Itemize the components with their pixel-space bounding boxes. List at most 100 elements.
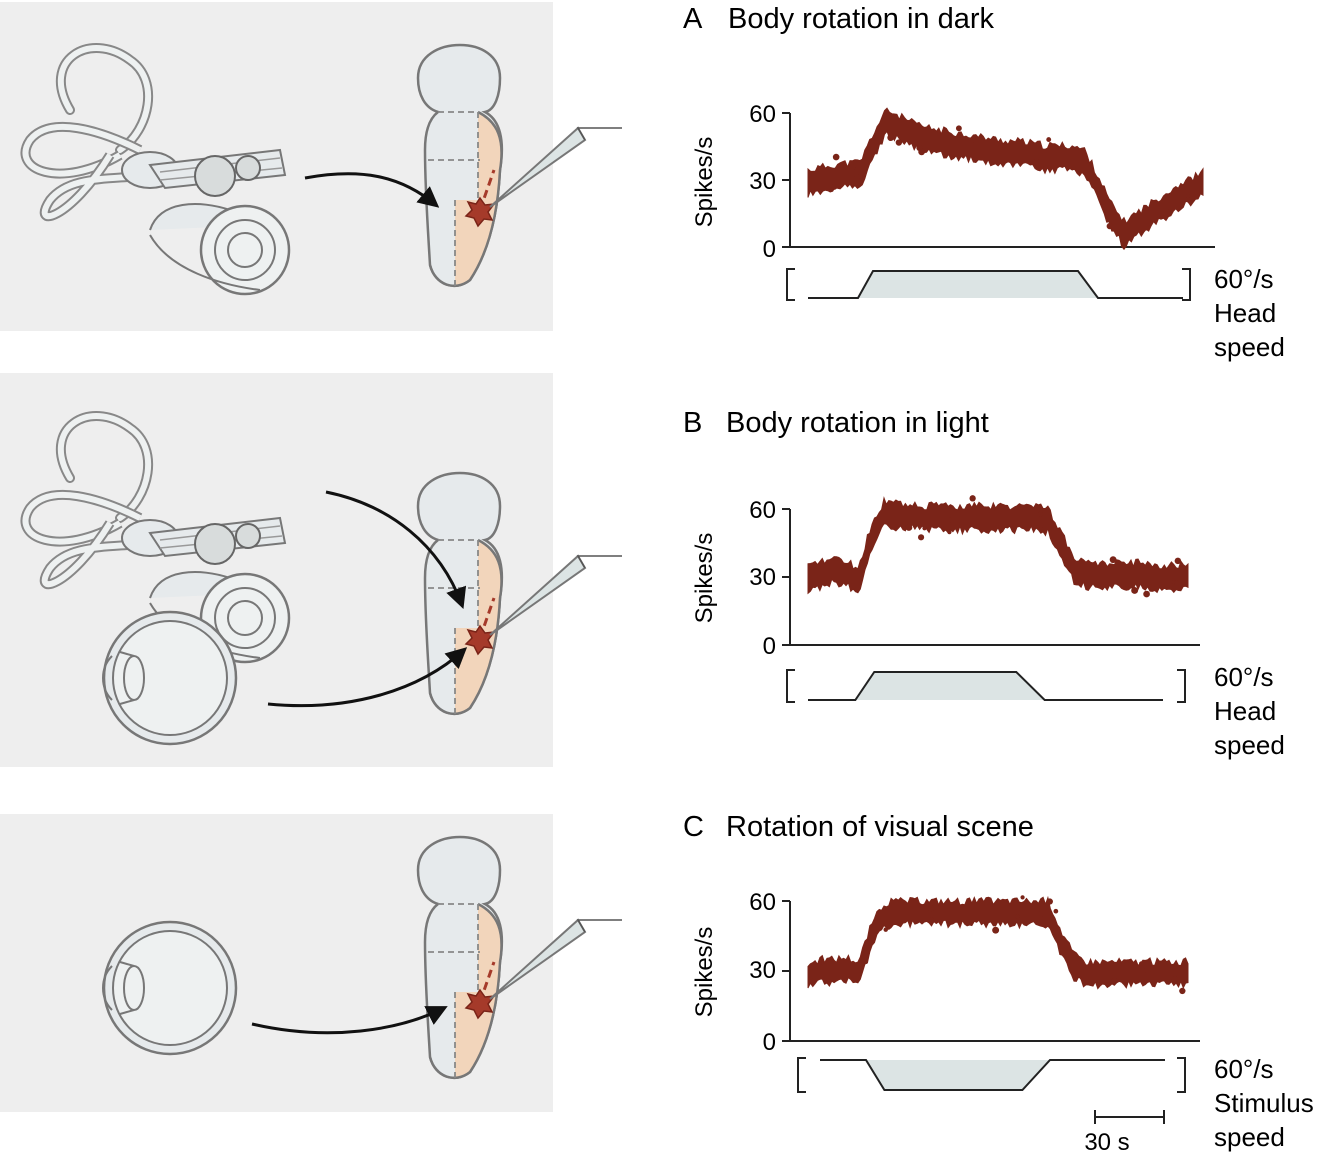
y-tick-30-b: 30 xyxy=(749,564,776,591)
vestibular-input-arrow-b xyxy=(325,490,467,609)
spike-dot xyxy=(1111,977,1118,984)
y-tick-0-a: 0 xyxy=(763,236,776,263)
spike-dot xyxy=(922,526,927,531)
panel-title-a: Body rotation in dark xyxy=(728,3,994,35)
spike-dot xyxy=(863,959,868,965)
spike-dot xyxy=(1033,158,1040,165)
spike-dot xyxy=(992,926,1000,934)
speed-label-line2-c: speed xyxy=(1214,1122,1285,1152)
spike-dot xyxy=(1131,586,1139,594)
plot-b: Spikes/s 60 30 0 60°/s Head speed xyxy=(691,495,1285,760)
spike-dot xyxy=(1015,914,1020,919)
spike-dot xyxy=(905,524,913,531)
panel-letter-c: C xyxy=(683,811,704,843)
stimulus-trace xyxy=(808,671,1163,701)
spike-dot xyxy=(1174,557,1182,565)
visual-input-arrow-c xyxy=(251,1006,448,1035)
y-axis-label-a: Spikes/s xyxy=(691,137,718,228)
y-tick-0-c: 0 xyxy=(763,1029,776,1056)
spike-dot xyxy=(831,183,838,190)
eye-b xyxy=(101,610,238,746)
spike-dot xyxy=(1013,505,1019,511)
panel-b: B Body rotation in light Spikes/s 60 30 … xyxy=(0,373,1285,767)
spike-dot xyxy=(832,153,840,161)
speed-value-c: 60°/s xyxy=(1214,1054,1274,1084)
spike-dot xyxy=(887,134,895,142)
scale-bar-label: 30 s xyxy=(1084,1129,1129,1156)
stimulus-area xyxy=(858,271,1098,298)
panel-title-c: Rotation of visual scene xyxy=(726,811,1034,843)
spike-dot xyxy=(848,164,856,171)
plot-c: Spikes/s 60 30 0 60°/s Stimulus speed 30… xyxy=(691,889,1314,1156)
vestibular-input-arrow-a xyxy=(304,172,440,208)
visual-input-arrow-b xyxy=(267,647,468,708)
stimulus-area xyxy=(866,1060,1050,1090)
spike-dot xyxy=(1144,966,1152,974)
spike-dot xyxy=(1001,142,1008,149)
panel-c: C Rotation of visual scene Spikes/s 60 3… xyxy=(0,811,1314,1156)
plot-a: Spikes/s 60 30 0 60°/s Head speed xyxy=(691,101,1285,362)
y-tick-60-c: 60 xyxy=(749,889,776,916)
speed-label-line1-b: Head xyxy=(1214,696,1276,726)
spike-dot xyxy=(971,137,977,143)
spike-dot xyxy=(848,174,856,182)
speed-value-b: 60°/s xyxy=(1214,662,1274,692)
spike-dot xyxy=(955,125,962,132)
spike-dot xyxy=(1053,908,1059,914)
scale-bracket-right xyxy=(1177,1057,1186,1093)
spike-dot xyxy=(857,173,863,179)
spike-dot xyxy=(1038,526,1043,532)
firing-rate-trace xyxy=(807,496,1189,595)
spike-dot xyxy=(947,530,952,535)
stimulus-area xyxy=(855,672,1045,700)
spike-dot xyxy=(1037,511,1044,517)
spike-dot xyxy=(1138,961,1144,966)
spike-dot xyxy=(1174,580,1180,586)
spike-dot xyxy=(918,148,926,156)
scale-bracket-right xyxy=(1177,669,1186,703)
y-tick-30-c: 30 xyxy=(749,957,776,984)
spike-dot xyxy=(811,977,817,983)
spike-dot xyxy=(1162,207,1169,214)
scale-bracket-left xyxy=(786,268,795,301)
spike-dot xyxy=(1154,582,1159,587)
speed-label-line1-a: Head xyxy=(1214,298,1276,328)
spike-dot xyxy=(895,139,903,146)
speed-value-a: 60°/s xyxy=(1214,264,1274,294)
speed-label-line2-b: speed xyxy=(1214,730,1285,760)
panel-letter-b: B xyxy=(683,407,702,439)
spike-dot xyxy=(927,905,935,912)
spike-dot xyxy=(901,522,906,528)
spike-dot xyxy=(883,927,888,932)
spike-dot xyxy=(946,517,953,523)
spike-dot xyxy=(1171,975,1179,983)
stimulus-trace xyxy=(808,270,1183,299)
spike-dot xyxy=(1038,910,1045,917)
spike-dot xyxy=(1109,556,1117,564)
spike-dot xyxy=(1179,987,1186,995)
y-tick-60-b: 60 xyxy=(749,497,776,524)
scale-bracket-left xyxy=(797,1057,806,1093)
y-tick-30-a: 30 xyxy=(749,168,776,195)
spike-dot xyxy=(1046,137,1052,143)
spike-dot xyxy=(1020,895,1025,900)
eye-c xyxy=(101,920,238,1056)
firing-rate-trace xyxy=(807,895,1189,990)
spike-dot xyxy=(811,963,818,971)
spike-dot xyxy=(1046,898,1053,905)
stimulus-trace xyxy=(820,1059,1165,1091)
spike-dot xyxy=(1143,590,1150,598)
scale-bracket-left xyxy=(786,669,795,703)
spike-dot xyxy=(929,917,934,922)
spike-dot xyxy=(818,959,824,965)
speed-label-line2-a: speed xyxy=(1214,332,1285,362)
firing-rate-trace xyxy=(807,107,1204,251)
spike-dot xyxy=(989,509,995,515)
spike-dot xyxy=(917,534,925,541)
panel-title-b: Body rotation in light xyxy=(726,407,989,439)
y-tick-0-b: 0 xyxy=(763,633,776,660)
scale-bracket-right xyxy=(1182,268,1191,301)
spike-dot xyxy=(1185,194,1191,199)
y-axis-label-c: Spikes/s xyxy=(691,927,718,1018)
